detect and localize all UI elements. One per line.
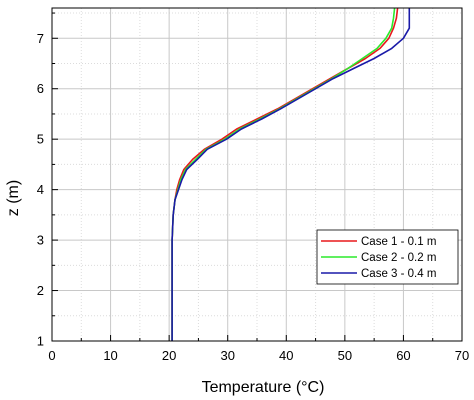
plot-frame — [51, 7, 463, 342]
x-axis-title: Temperature (°C) — [202, 379, 325, 396]
series-line — [171, 8, 411, 341]
x-tick-label: 50 — [338, 348, 352, 363]
legend-label: Case 2 - 0.2 m — [361, 252, 436, 264]
minor-grid — [52, 8, 462, 341]
major-grid — [52, 8, 462, 341]
legend-label: Case 1 - 0.1 m — [361, 236, 436, 248]
y-tick-label: 1 — [37, 334, 44, 349]
y-tick-label: 6 — [37, 81, 44, 96]
y-tick-label: 4 — [37, 182, 44, 197]
y-tick-label: 5 — [37, 132, 44, 147]
x-tick-label: 10 — [103, 348, 117, 363]
y-tick-label: 3 — [37, 233, 44, 248]
legend-label: Case 3 - 0.4 m — [361, 268, 436, 280]
tick-labels: 0 10 20 30 40 50 60 70 1 2 3 4 5 6 7 — [37, 31, 469, 363]
x-tick-label: 70 — [455, 348, 469, 363]
x-tick-label: 40 — [279, 348, 293, 363]
series-line — [171, 7, 396, 341]
x-tick-label: 60 — [396, 348, 410, 363]
y-axis-title: z (m) — [5, 180, 22, 216]
x-tick-label: 0 — [48, 348, 55, 363]
x-tick-label: 30 — [220, 348, 234, 363]
y-tick-label: 7 — [37, 31, 44, 46]
y-tick-label: 2 — [37, 283, 44, 298]
series-lines — [171, 7, 411, 341]
axis-ticks — [51, 12, 463, 342]
legend: Case 1 - 0.1 m Case 2 - 0.2 m Case 3 - 0.4… — [316, 229, 459, 285]
x-tick-label: 20 — [162, 348, 176, 363]
